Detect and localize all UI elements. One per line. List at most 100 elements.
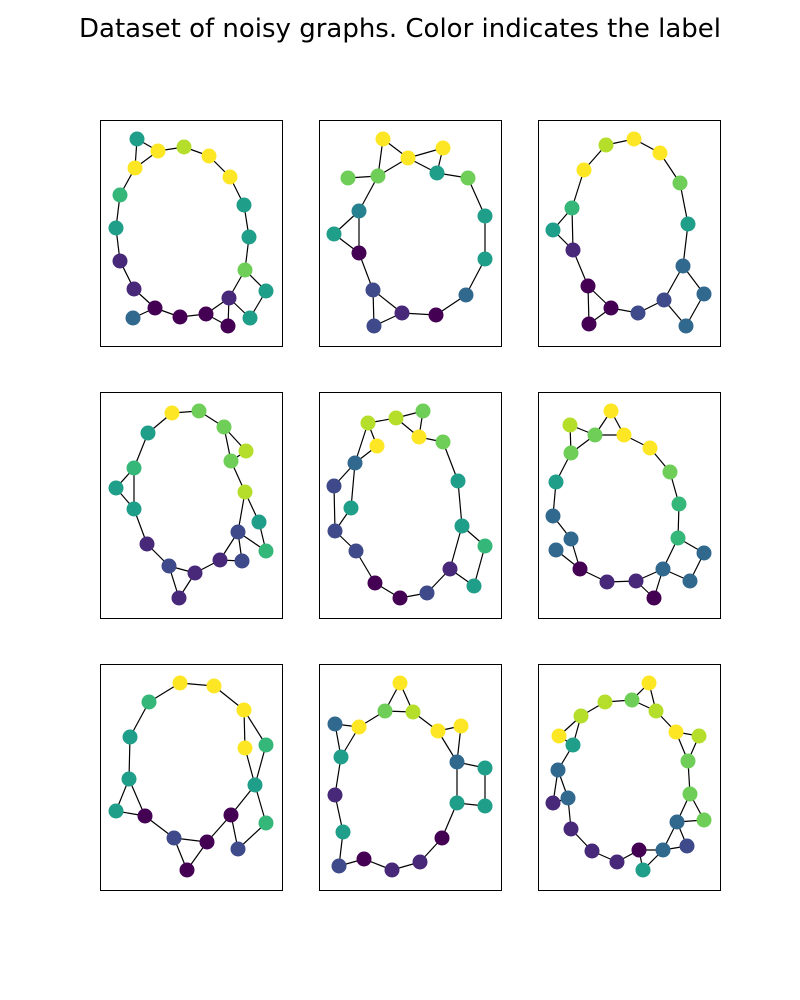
graph-node — [442, 561, 458, 577]
graph-node — [564, 200, 580, 216]
graph-node — [477, 798, 493, 814]
graph-node — [347, 455, 363, 471]
graph-node — [166, 830, 182, 846]
graph-node — [641, 675, 657, 691]
graph-node — [435, 140, 451, 156]
graph-node — [230, 841, 246, 857]
graph-node — [172, 309, 188, 325]
graph-node — [258, 737, 274, 753]
graph-node — [139, 536, 155, 552]
graph-node — [234, 553, 250, 569]
graph-edge — [350, 462, 356, 509]
graph-node — [631, 842, 647, 858]
graph-node — [428, 307, 444, 323]
graph-node — [656, 292, 672, 308]
graph-panel-9 — [538, 664, 721, 891]
graph-node — [563, 445, 579, 461]
panel-frame — [538, 120, 721, 347]
graph-node — [326, 226, 342, 242]
graph-node — [394, 305, 410, 321]
graph-node — [125, 310, 141, 326]
graph-node — [572, 561, 588, 577]
graph-node — [384, 862, 400, 878]
graph-node — [335, 824, 351, 840]
graph-node — [628, 573, 644, 589]
graph-node — [545, 508, 561, 524]
graph-node — [340, 170, 356, 186]
graph-node — [241, 229, 257, 245]
graph-node — [430, 723, 446, 739]
graph-node — [126, 460, 142, 476]
graph-node — [238, 443, 254, 459]
graph-node — [370, 168, 386, 184]
graph-node — [678, 318, 694, 334]
graph-node — [122, 729, 138, 745]
graph-node — [365, 282, 381, 298]
graph-node — [172, 675, 188, 691]
graph-node — [221, 290, 237, 306]
graph-node — [351, 245, 367, 261]
graph-node — [609, 854, 625, 870]
graph-node — [176, 139, 192, 155]
graph-node — [237, 740, 253, 756]
graph-node — [187, 565, 203, 581]
graph-node — [563, 821, 579, 837]
graph-panel-1 — [100, 120, 283, 347]
graph-node — [454, 518, 470, 534]
graph-node — [343, 500, 359, 516]
graph-node — [460, 170, 476, 186]
graph-node — [573, 708, 589, 724]
graph-node — [603, 403, 619, 419]
graph-node — [112, 187, 128, 203]
graph-node — [179, 862, 195, 878]
graph-node — [584, 843, 600, 859]
graph-node — [351, 203, 367, 219]
graph-node — [223, 807, 239, 823]
graph-node — [560, 790, 576, 806]
graph-node — [223, 453, 239, 469]
graph-node — [201, 148, 217, 164]
graph-node — [247, 777, 263, 793]
graph-node — [258, 283, 274, 299]
graph-node — [548, 474, 564, 490]
graph-node — [449, 795, 465, 811]
graph-node — [597, 694, 613, 710]
graph-node — [377, 703, 393, 719]
graph-node — [258, 815, 274, 831]
graph-node — [400, 150, 416, 166]
graph-node — [237, 262, 253, 278]
graph-node — [356, 851, 372, 867]
graph-node — [367, 575, 383, 591]
graph-node — [348, 543, 364, 559]
graph-node — [466, 578, 482, 594]
graph-node — [112, 253, 128, 269]
graph-node — [616, 427, 632, 443]
graph-node — [435, 434, 451, 450]
graph-node — [669, 814, 685, 830]
graph-node — [237, 484, 253, 500]
graph-node — [333, 749, 349, 765]
graph-node — [366, 318, 382, 334]
graph-node — [682, 573, 698, 589]
graph-node — [236, 702, 252, 718]
graph-node — [642, 440, 658, 456]
graph-panel-4 — [100, 392, 283, 619]
graph-node — [360, 415, 376, 431]
graph-node — [565, 242, 581, 258]
graph-node — [129, 131, 145, 147]
graph-panel-3 — [538, 120, 721, 347]
graph-node — [672, 175, 688, 191]
graph-node — [171, 590, 187, 606]
graph-panel-2 — [319, 120, 502, 347]
graph-node — [696, 812, 712, 828]
graph-node — [587, 427, 603, 443]
graph-node — [449, 754, 465, 770]
graph-node — [140, 425, 156, 441]
graph-node — [326, 478, 342, 494]
graph-node — [652, 145, 668, 161]
graph-node — [411, 429, 427, 445]
graph-node — [565, 737, 581, 753]
panel-frame — [319, 664, 502, 891]
graph-node — [682, 786, 698, 802]
